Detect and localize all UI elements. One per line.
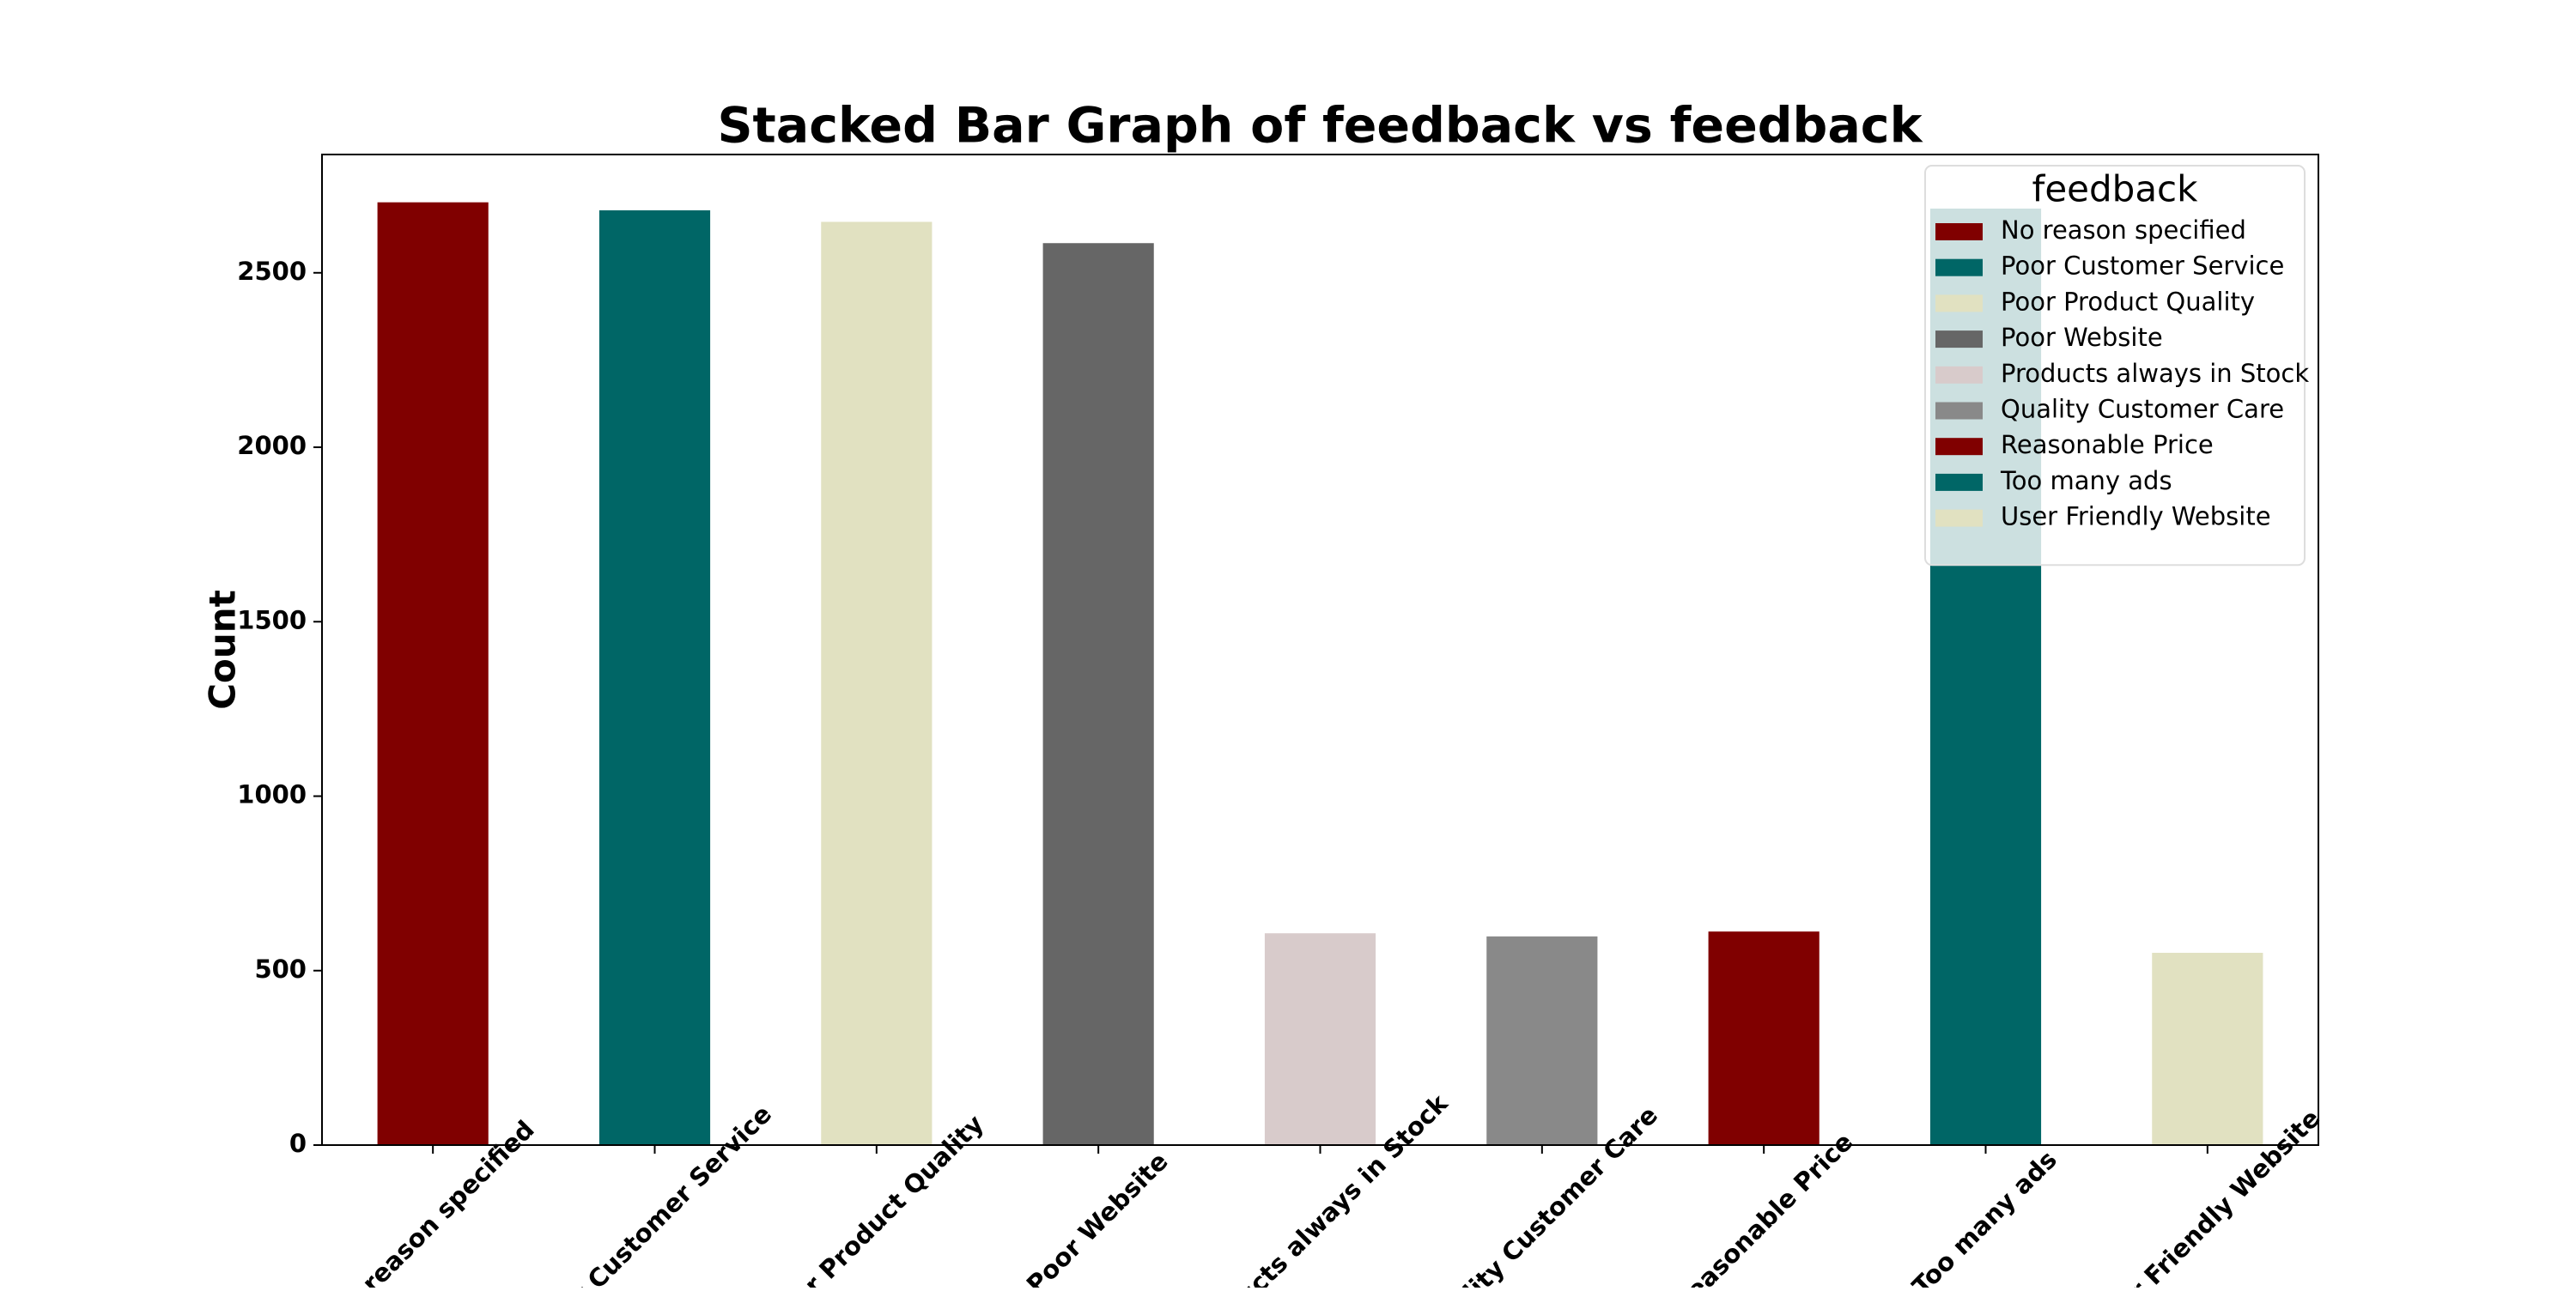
legend-label: Quality Customer Care (2001, 395, 2284, 424)
legend-label: No reason specified (2001, 215, 2246, 245)
bar-segment (1708, 931, 1820, 1145)
legend-swatch (1935, 438, 1983, 456)
bar-segment (1264, 933, 1376, 1145)
legend-label: Too many ads (2000, 466, 2172, 495)
bar-segment (821, 221, 933, 1145)
y-tick-label: 1000 (237, 780, 307, 809)
bar-segment (1042, 243, 1154, 1145)
x-tick-label: Reasonable Price (1667, 1127, 1858, 1288)
legend-swatch (1935, 223, 1983, 240)
legend-swatch (1935, 473, 1983, 491)
legend-box (1924, 165, 2306, 567)
legend-label: Products always in Stock (2001, 359, 2309, 388)
chart-title: Stacked Bar Graph of feedback vs feedbac… (717, 98, 1923, 155)
y-tick-label: 2500 (237, 257, 307, 286)
x-tick-label: Poor Website (1021, 1147, 1174, 1288)
bar-segment (377, 202, 489, 1146)
y-tick-label: 1500 (237, 605, 307, 634)
legend-swatch (1935, 294, 1983, 312)
bar-segment (1486, 936, 1598, 1145)
legend-swatch (1935, 330, 1983, 349)
x-tick-label: Too many ads (1906, 1145, 2063, 1288)
bar-segment (598, 210, 711, 1145)
legend-swatch (1935, 366, 1983, 384)
legend-label: User Friendly Website (2001, 502, 2271, 531)
legend-label: Poor Customer Service (2001, 252, 2284, 281)
legend-title: feedback (2032, 168, 2199, 210)
bar-segment (2152, 953, 2263, 1145)
plot-frame (321, 154, 2319, 1146)
y-tick-label: 0 (289, 1129, 307, 1158)
legend-label: Poor Product Quality (2001, 287, 2255, 316)
legend-label: Reasonable Price (2001, 430, 2214, 459)
legend-label: Poor Website (2001, 323, 2163, 352)
legend-swatch (1935, 402, 1983, 420)
y-axis-label: Count (202, 590, 244, 710)
legend-swatch (1935, 258, 1983, 276)
y-tick-label: 2000 (237, 431, 307, 460)
y-tick-label: 500 (254, 955, 307, 984)
legend-swatch (1935, 509, 1983, 527)
